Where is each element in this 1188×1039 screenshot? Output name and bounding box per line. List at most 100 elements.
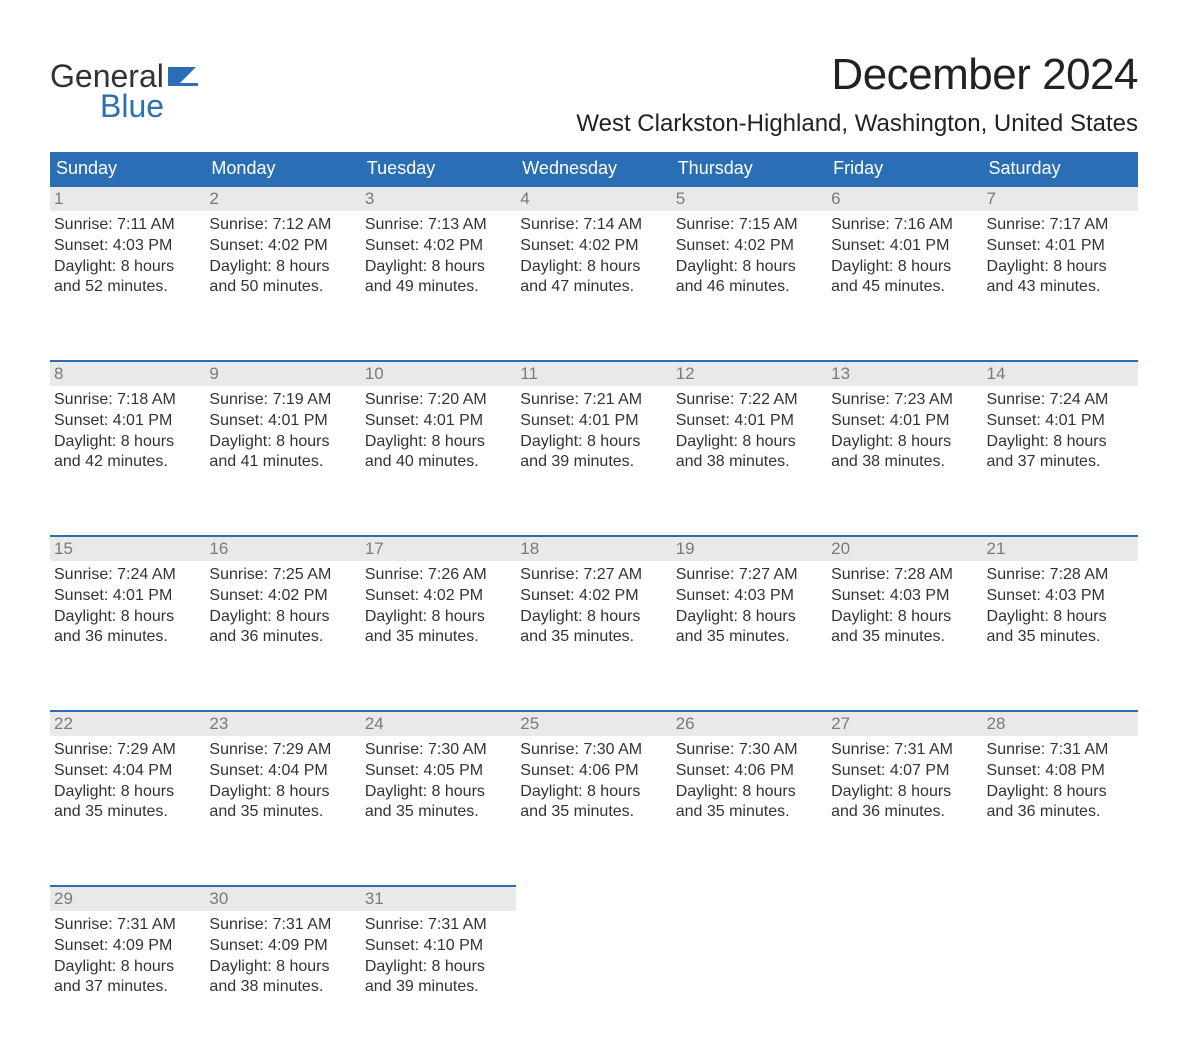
sunrise-line: Sunrise: 7:24 AM <box>54 565 201 586</box>
day-cell: Sunrise: 7:22 AMSunset: 4:01 PMDaylight:… <box>672 386 827 514</box>
sunrise-line: Sunrise: 7:29 AM <box>209 740 356 761</box>
daylight-line-2: and 50 minutes. <box>209 277 356 298</box>
day-cell: Sunrise: 7:30 AMSunset: 4:05 PMDaylight:… <box>361 736 516 864</box>
sunset-line: Sunset: 4:02 PM <box>520 586 667 607</box>
day-body: Sunrise: 7:29 AMSunset: 4:04 PMDaylight:… <box>205 736 360 833</box>
sunset-line: Sunset: 4:02 PM <box>209 236 356 257</box>
day-body: Sunrise: 7:28 AMSunset: 4:03 PMDaylight:… <box>983 561 1138 658</box>
sunset-line: Sunset: 4:03 PM <box>987 586 1134 607</box>
day-number-cell: 23 <box>205 711 360 736</box>
daylight-line-2: and 35 minutes. <box>831 627 978 648</box>
daylight-line-2: and 47 minutes. <box>520 277 667 298</box>
daylight-line-1: Daylight: 8 hours <box>54 957 201 978</box>
day-number-cell: 20 <box>827 536 982 561</box>
day-body: Sunrise: 7:26 AMSunset: 4:02 PMDaylight:… <box>361 561 516 658</box>
sunset-line: Sunset: 4:04 PM <box>209 761 356 782</box>
header: General Blue December 2024 West Clarksto… <box>50 50 1138 138</box>
day-number-cell: 2 <box>205 186 360 211</box>
sunset-line: Sunset: 4:04 PM <box>54 761 201 782</box>
day-cell: Sunrise: 7:20 AMSunset: 4:01 PMDaylight:… <box>361 386 516 514</box>
daylight-line-1: Daylight: 8 hours <box>54 607 201 628</box>
weekday-header: Thursday <box>672 152 827 186</box>
day-cell: Sunrise: 7:12 AMSunset: 4:02 PMDaylight:… <box>205 211 360 339</box>
day-number-row: 891011121314 <box>50 361 1138 386</box>
daylight-line-1: Daylight: 8 hours <box>209 957 356 978</box>
daylight-line-2: and 38 minutes. <box>209 977 356 998</box>
daylight-line-1: Daylight: 8 hours <box>209 432 356 453</box>
day-cell <box>983 911 1138 1039</box>
day-cell: Sunrise: 7:31 AMSunset: 4:07 PMDaylight:… <box>827 736 982 864</box>
day-body: Sunrise: 7:25 AMSunset: 4:02 PMDaylight:… <box>205 561 360 658</box>
daylight-line-2: and 37 minutes. <box>54 977 201 998</box>
sunset-line: Sunset: 4:09 PM <box>209 936 356 957</box>
daylight-line-2: and 35 minutes. <box>987 627 1134 648</box>
daylight-line-2: and 42 minutes. <box>54 452 201 473</box>
day-cell: Sunrise: 7:29 AMSunset: 4:04 PMDaylight:… <box>50 736 205 864</box>
day-body: Sunrise: 7:27 AMSunset: 4:03 PMDaylight:… <box>672 561 827 658</box>
daylight-line-2: and 45 minutes. <box>831 277 978 298</box>
day-body: Sunrise: 7:11 AMSunset: 4:03 PMDaylight:… <box>50 211 205 308</box>
day-number-cell: 21 <box>983 536 1138 561</box>
daylight-line-2: and 40 minutes. <box>365 452 512 473</box>
day-cell: Sunrise: 7:14 AMSunset: 4:02 PMDaylight:… <box>516 211 671 339</box>
day-body: Sunrise: 7:23 AMSunset: 4:01 PMDaylight:… <box>827 386 982 483</box>
daylight-line-1: Daylight: 8 hours <box>831 432 978 453</box>
daylight-line-1: Daylight: 8 hours <box>54 257 201 278</box>
week-row: Sunrise: 7:31 AMSunset: 4:09 PMDaylight:… <box>50 911 1138 1039</box>
day-body: Sunrise: 7:18 AMSunset: 4:01 PMDaylight:… <box>50 386 205 483</box>
daylight-line-1: Daylight: 8 hours <box>987 607 1134 628</box>
sunset-line: Sunset: 4:01 PM <box>209 411 356 432</box>
day-number-cell: 25 <box>516 711 671 736</box>
daylight-line-1: Daylight: 8 hours <box>520 782 667 803</box>
sunset-line: Sunset: 4:10 PM <box>365 936 512 957</box>
daylight-line-2: and 38 minutes. <box>676 452 823 473</box>
daylight-line-1: Daylight: 8 hours <box>676 782 823 803</box>
daylight-line-2: and 36 minutes. <box>987 802 1134 823</box>
day-number-cell: 3 <box>361 186 516 211</box>
day-body: Sunrise: 7:28 AMSunset: 4:03 PMDaylight:… <box>827 561 982 658</box>
title-block: December 2024 West Clarkston-Highland, W… <box>576 50 1138 138</box>
day-number-cell: 19 <box>672 536 827 561</box>
sunrise-line: Sunrise: 7:31 AM <box>987 740 1134 761</box>
day-number-cell: 5 <box>672 186 827 211</box>
day-cell: Sunrise: 7:11 AMSunset: 4:03 PMDaylight:… <box>50 211 205 339</box>
weekday-header: Monday <box>205 152 360 186</box>
day-number-cell: 31 <box>361 886 516 911</box>
day-cell: Sunrise: 7:26 AMSunset: 4:02 PMDaylight:… <box>361 561 516 689</box>
day-body: Sunrise: 7:21 AMSunset: 4:01 PMDaylight:… <box>516 386 671 483</box>
daylight-line-1: Daylight: 8 hours <box>520 607 667 628</box>
page-title: December 2024 <box>576 50 1138 100</box>
day-body: Sunrise: 7:24 AMSunset: 4:01 PMDaylight:… <box>50 561 205 658</box>
daylight-line-2: and 36 minutes. <box>209 627 356 648</box>
day-body: Sunrise: 7:30 AMSunset: 4:06 PMDaylight:… <box>672 736 827 833</box>
daylight-line-2: and 35 minutes. <box>520 627 667 648</box>
day-number-cell: 24 <box>361 711 516 736</box>
daylight-line-1: Daylight: 8 hours <box>209 257 356 278</box>
day-number-cell: 22 <box>50 711 205 736</box>
day-number-cell: 28 <box>983 711 1138 736</box>
daylight-line-1: Daylight: 8 hours <box>676 607 823 628</box>
sunset-line: Sunset: 4:06 PM <box>676 761 823 782</box>
day-number-cell: 14 <box>983 361 1138 386</box>
sunset-line: Sunset: 4:02 PM <box>365 586 512 607</box>
day-body: Sunrise: 7:31 AMSunset: 4:09 PMDaylight:… <box>205 911 360 1008</box>
daylight-line-2: and 41 minutes. <box>209 452 356 473</box>
day-body: Sunrise: 7:19 AMSunset: 4:01 PMDaylight:… <box>205 386 360 483</box>
daylight-line-1: Daylight: 8 hours <box>365 782 512 803</box>
daylight-line-2: and 39 minutes. <box>365 977 512 998</box>
day-number-cell <box>827 886 982 911</box>
day-cell: Sunrise: 7:31 AMSunset: 4:10 PMDaylight:… <box>361 911 516 1039</box>
sunset-line: Sunset: 4:03 PM <box>831 586 978 607</box>
day-number-cell: 13 <box>827 361 982 386</box>
day-cell <box>672 911 827 1039</box>
daylight-line-1: Daylight: 8 hours <box>54 432 201 453</box>
sunset-line: Sunset: 4:01 PM <box>676 411 823 432</box>
sunrise-line: Sunrise: 7:17 AM <box>987 215 1134 236</box>
day-number-cell: 6 <box>827 186 982 211</box>
daylight-line-2: and 35 minutes. <box>54 802 201 823</box>
daylight-line-1: Daylight: 8 hours <box>987 782 1134 803</box>
daylight-line-2: and 52 minutes. <box>54 277 201 298</box>
sunrise-line: Sunrise: 7:11 AM <box>54 215 201 236</box>
daylight-line-1: Daylight: 8 hours <box>209 782 356 803</box>
daylight-line-2: and 35 minutes. <box>365 802 512 823</box>
